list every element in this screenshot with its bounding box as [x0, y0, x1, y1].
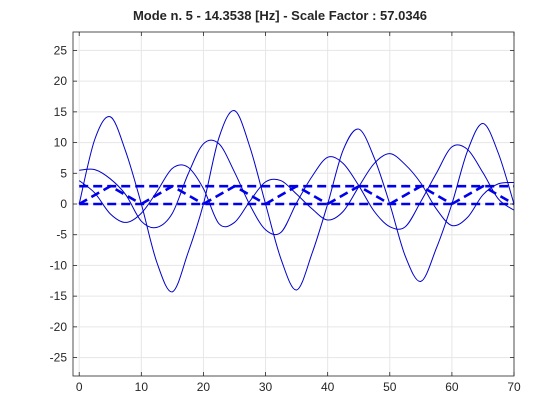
y-tick-label: -25 [50, 351, 68, 365]
y-tick-label: -20 [50, 320, 68, 334]
y-tick-label: 25 [54, 43, 68, 57]
undeformed-diagonal [202, 184, 267, 206]
deformed-shape [78, 110, 515, 293]
x-tick-label: 50 [383, 380, 397, 394]
y-tick-label: -15 [50, 289, 68, 303]
x-tick-label: 40 [321, 380, 335, 394]
x-tick-label: 70 [507, 380, 521, 394]
tick-layer: 0 10 20 30 40 50 60 70 -25 -20 -15 -10 -5 0 5 10 15 20 25 [50, 32, 521, 394]
y-tick-label: 20 [54, 74, 68, 88]
undeformed-diagonal [78, 184, 142, 206]
undeformed-diagonal [451, 184, 515, 206]
x-tick-label: 30 [259, 380, 273, 394]
y-tick-label: 15 [54, 105, 68, 119]
undeformed-structure [78, 184, 515, 206]
deformed-curve-2 [79, 139, 515, 236]
y-tick-label: -5 [56, 228, 67, 242]
y-tick-label: -10 [50, 258, 68, 272]
y-tick-label: 10 [54, 136, 68, 150]
x-tick-label: 60 [445, 380, 459, 394]
x-tick-label: 20 [197, 380, 211, 394]
x-tick-label: 0 [76, 380, 83, 394]
deformed-curve-3 [78, 153, 515, 228]
undeformed-diagonal [389, 184, 453, 206]
deformed-curve-1 [78, 110, 515, 293]
y-tick-label: 5 [60, 166, 67, 180]
undeformed-diagonal [264, 184, 329, 206]
undeformed-diagonal [140, 184, 205, 206]
x-tick-label: 10 [135, 380, 149, 394]
y-tick-label: 0 [60, 197, 67, 211]
chart-title: Mode n. 5 - 14.3538 [Hz] - Scale Factor … [132, 8, 428, 23]
